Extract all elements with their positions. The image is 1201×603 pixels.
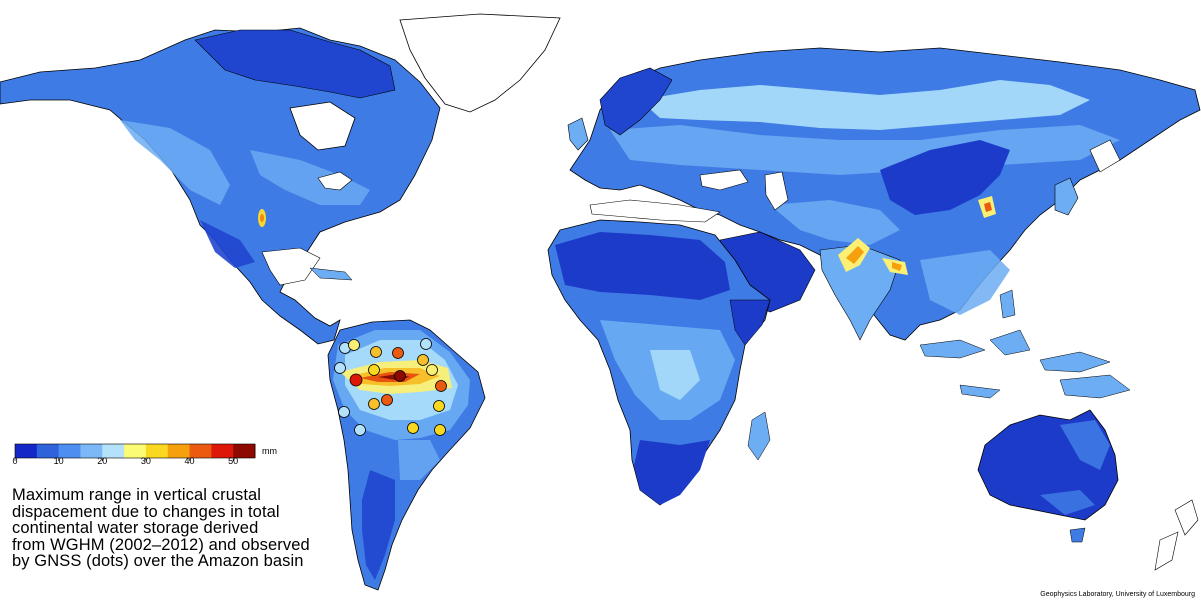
caption-line: dispacement due to changes in total xyxy=(12,502,280,521)
legend-tick-label: 20 xyxy=(97,456,108,466)
gnss-stations xyxy=(334,338,447,436)
gnss-dot xyxy=(394,370,406,382)
legend-tick-label: 50 xyxy=(228,456,239,466)
legend-swatch xyxy=(36,444,60,458)
legend-tick-label: 40 xyxy=(184,456,195,466)
legend-unit: mm xyxy=(262,446,277,456)
caption-line: continental water storage derived xyxy=(12,519,259,537)
gnss-dot xyxy=(420,338,432,350)
gnss-dot xyxy=(417,354,429,366)
gnss-dot xyxy=(433,400,445,412)
australia xyxy=(977,374,1199,571)
caption-line: by GNSS (dots) over the Amazon basin xyxy=(12,552,304,570)
gnss-dot xyxy=(426,364,438,376)
legend-swatch xyxy=(124,444,147,458)
caption-line: from WGHM (2002–2012) and observed xyxy=(12,535,310,554)
maritime-asia xyxy=(919,289,1111,399)
africa xyxy=(547,219,771,506)
legend-swatch xyxy=(102,444,125,458)
gnss-dot xyxy=(370,346,382,358)
legend-swatch xyxy=(80,444,103,458)
legend-tick-label: 10 xyxy=(53,456,64,466)
legend-swatch xyxy=(189,444,212,458)
map-caption: Maximum range in vertical crustal dispac… xyxy=(12,487,342,570)
eurasia xyxy=(567,47,1201,341)
gnss-dot xyxy=(354,424,366,436)
gnss-dot xyxy=(368,398,380,410)
gnss-dot xyxy=(381,394,393,406)
legend-colorbar xyxy=(14,443,256,461)
legend-border xyxy=(14,443,256,459)
gnss-dot xyxy=(348,339,360,351)
legend-swatch xyxy=(15,444,38,458)
caption-line: Maximum range in vertical crustal xyxy=(12,486,262,504)
credit-text: Geophysics Laboratory, University of Lux… xyxy=(1040,591,1195,598)
gnss-dot xyxy=(392,347,404,359)
gnss-dot xyxy=(338,406,350,418)
gnss-dot xyxy=(334,362,346,374)
legend-swatch xyxy=(145,444,169,458)
legend-swatch xyxy=(211,444,234,458)
legend-swatch xyxy=(167,444,191,458)
gnss-dot xyxy=(349,373,363,387)
legend-tick-label: 30 xyxy=(140,456,151,466)
legend-swatch xyxy=(233,444,256,458)
gnss-dot xyxy=(407,422,419,434)
north-america xyxy=(0,13,561,345)
gnss-dot xyxy=(435,380,447,392)
gnss-dot xyxy=(368,364,380,376)
gnss-dot xyxy=(434,424,446,436)
legend-tick-label: 0 xyxy=(12,456,18,466)
legend-swatch xyxy=(58,444,81,458)
